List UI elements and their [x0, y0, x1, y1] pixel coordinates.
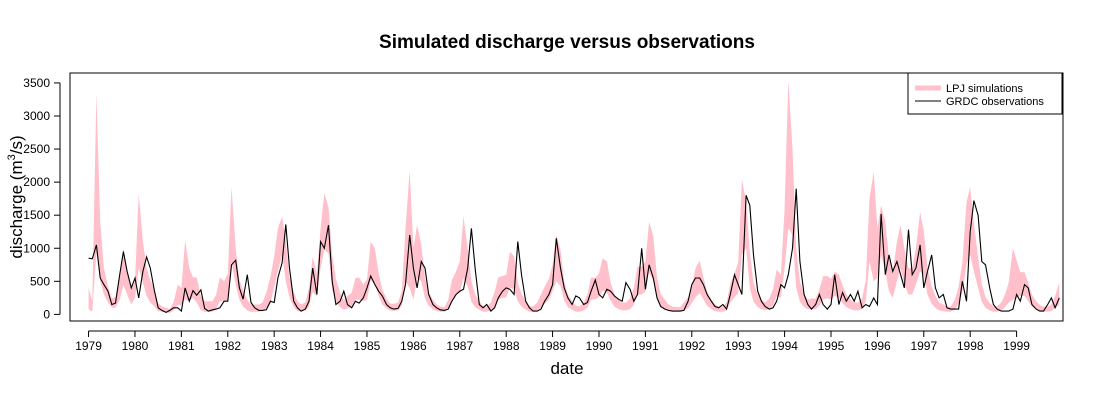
y-axis-title-tail: /s): [7, 135, 26, 154]
x-tick-label: 1992: [678, 339, 705, 353]
x-tick-label: 1982: [214, 339, 241, 353]
x-axis: 1979 1980 1981 1982 1983 1984 1985 1986 1987 1988…: [75, 330, 1030, 353]
legend-label-observations: GRDC observations: [946, 96, 1044, 108]
y-tick-label: 3000: [23, 109, 50, 123]
x-tick-label: 1988: [493, 339, 520, 353]
x-tick-label: 1989: [539, 339, 566, 353]
x-tick-label: 1985: [354, 339, 381, 353]
x-tick-label: 1995: [818, 339, 845, 353]
y-axis-title-main: discharge (m: [7, 160, 26, 258]
x-tick-label: 1980: [122, 339, 149, 353]
x-tick-label: 1986: [400, 339, 427, 353]
legend-box: [907, 72, 1063, 115]
x-tick-label: 1983: [261, 339, 288, 353]
y-tick-label: 1500: [23, 208, 50, 222]
y-tick-label: 2500: [23, 142, 50, 156]
series-grdc-observations-line: [88, 188, 1060, 314]
x-tick-label: 1990: [586, 339, 613, 353]
y-axis-title-sup: 3: [6, 154, 18, 160]
y-axis-title: discharge (m3/s): [6, 135, 26, 258]
legend: LPJ simulations GRDC observations: [907, 72, 1063, 115]
chart-title: Simulated discharge versus observations: [379, 32, 755, 53]
y-axis: 0 500 1000 1500 2000 2500 3000 3500: [23, 76, 61, 321]
y-tick-label: 500: [30, 274, 50, 288]
y-tick-label: 2000: [23, 175, 50, 189]
y-tick-label: 3500: [23, 76, 50, 90]
x-tick-label: 1984: [307, 339, 334, 353]
plot-area: [88, 80, 1060, 314]
y-tick-label: 1000: [23, 241, 50, 255]
y-tick-label: 0: [43, 307, 50, 321]
x-tick-label: 1987: [446, 339, 473, 353]
plot-frame: [69, 72, 1064, 322]
x-tick-label: 1997: [910, 339, 937, 353]
series-lpj-simulations-band: [88, 80, 1060, 314]
x-tick-label: 1998: [957, 339, 984, 353]
legend-label-simulations: LPJ simulations: [946, 83, 1024, 95]
x-tick-label: 1991: [632, 339, 659, 353]
x-tick-label: 1994: [771, 339, 798, 353]
x-tick-label: 1979: [75, 339, 102, 353]
x-tick-label: 1996: [864, 339, 891, 353]
x-axis-title: date: [550, 359, 583, 378]
x-tick-label: 1999: [1003, 339, 1030, 353]
x-tick-label: 1993: [725, 339, 752, 353]
x-tick-label: 1981: [168, 339, 195, 353]
